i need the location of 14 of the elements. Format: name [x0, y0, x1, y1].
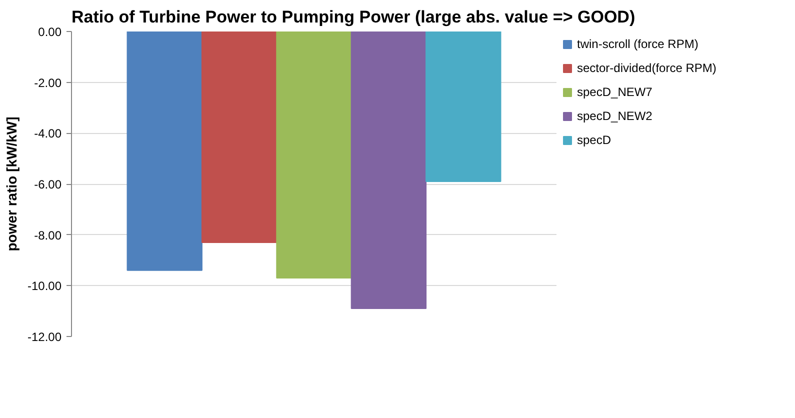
y-tick-label: 0.00 [38, 25, 62, 39]
legend-label: twin-scroll (force RPM) [577, 37, 698, 51]
legend-label: specD_NEW2 [577, 109, 652, 123]
y-axis-title: power ratio [kW/kW] [3, 116, 20, 252]
y-tick-label: -12.00 [27, 330, 62, 344]
chart-title: Ratio of Turbine Power to Pumping Power (large abs. value => GOOD) [72, 8, 636, 26]
y-tick-label: -6.00 [34, 178, 62, 192]
y-tick-label: -2.00 [34, 76, 62, 90]
y-tick-label: -10.00 [27, 279, 62, 294]
y-tick-label: -4.00 [34, 126, 62, 141]
legend-label: sector-divided(force RPM) [577, 61, 716, 75]
legend-label: specD_NEW7 [577, 85, 652, 99]
legend-label: specD [577, 133, 612, 147]
y-tick-label: -8.00 [34, 228, 62, 242]
